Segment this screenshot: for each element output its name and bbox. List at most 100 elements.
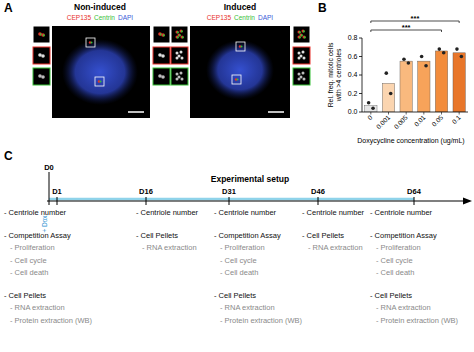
inset (293, 68, 310, 85)
inset (293, 26, 310, 43)
centriole-signal (302, 72, 305, 75)
measurement: - Centriole number (136, 208, 199, 217)
treatment-bar (49, 198, 414, 201)
day-tick (414, 197, 415, 205)
bar (418, 61, 430, 112)
sub-measurement: - Cell death (376, 268, 414, 277)
bar (382, 83, 394, 112)
centriole-signal (176, 52, 179, 55)
day-label: D16 (139, 187, 153, 196)
centrosome (91, 42, 93, 44)
sub-measurement: - RNA extraction (142, 243, 197, 252)
replicate-point (424, 64, 428, 68)
sub-measurement: - Cell cycle (376, 256, 413, 265)
replicate-point (442, 51, 446, 55)
channel-name: CEP135 (67, 14, 92, 21)
x-tick (406, 112, 407, 115)
x-tick-label: 0.1 (451, 113, 463, 125)
centriole-signal (41, 75, 45, 79)
timeline (47, 200, 466, 201)
centriole-signal (182, 36, 184, 38)
nucleus-stain (62, 39, 138, 105)
inset (171, 68, 188, 85)
day-label: D64 (407, 187, 422, 196)
sub-measurement: - RNA extraction (10, 303, 65, 312)
x-tick (423, 112, 424, 115)
centriole-signal (176, 57, 179, 60)
channel-legend: CEP135CentrinDAPI (67, 14, 134, 21)
sub-measurement: - Protein extraction (WB) (10, 316, 93, 325)
centriole-signal (41, 33, 45, 37)
inset (171, 47, 188, 64)
channel-name: Centrin (234, 14, 255, 21)
sub-measurement: - Proliferation (376, 243, 421, 252)
measurement: - Cell Pellets (370, 291, 412, 300)
replicate-point (460, 55, 464, 59)
centriole-signal (298, 78, 301, 81)
centriole-signal (179, 34, 181, 36)
figure: ANon-inducedCEP135CentrinDAPIInducedCEP1… (0, 0, 474, 352)
measurement: - Competition Assay (214, 231, 281, 240)
x-tick (459, 112, 460, 115)
replicate-point (438, 47, 442, 51)
inset (33, 68, 50, 85)
centriole-signal (303, 78, 306, 81)
centrosome (237, 79, 239, 81)
centriole-signal (298, 73, 301, 76)
image-title: Induced (224, 2, 257, 12)
bar (453, 53, 465, 112)
measurement: - Centriole number (302, 208, 365, 217)
x-axis (362, 112, 468, 113)
measurement: - Centriole number (214, 208, 277, 217)
replicate-point (385, 71, 389, 75)
day-tick (57, 197, 58, 205)
replicate-point (407, 61, 411, 65)
sub-measurement: - Protein extraction (WB) (376, 316, 459, 325)
panel-label: B (318, 1, 327, 15)
replicate-point (420, 55, 424, 59)
timeline-arrowhead (463, 198, 472, 205)
channel-name: DAPI (118, 14, 133, 21)
x-tick-label: 0.01 (413, 113, 427, 127)
micrograph (190, 26, 290, 118)
centriole-signal (303, 36, 306, 39)
centriole-signal (176, 78, 179, 81)
page: {"panel_a": {"label": "A", "images": [ {… (0, 0, 474, 352)
centrosome (100, 81, 102, 83)
roi-box (86, 38, 95, 47)
day-tick (146, 197, 147, 205)
image-title: Non-induced (74, 2, 126, 12)
x-tick (370, 112, 371, 115)
y-tick-label: 0.8 (348, 34, 358, 41)
centriole-signal (177, 31, 179, 33)
panel-label: C (4, 149, 13, 163)
measurement: - Centriole number (370, 208, 433, 217)
measurement: - Cell Pellets (136, 231, 178, 240)
panel-label: A (4, 1, 13, 15)
significance-label: *** (411, 14, 420, 23)
centriole-signal (299, 31, 301, 33)
scale-bar (128, 111, 144, 113)
centriole-signal (161, 33, 165, 37)
inset (153, 68, 170, 85)
centriole-signal (176, 36, 179, 39)
day-label: D0 (44, 163, 54, 172)
centriole-signal (299, 36, 301, 38)
inset (171, 26, 188, 43)
micrograph (52, 26, 150, 118)
inset (33, 47, 50, 64)
y-tick (359, 56, 362, 57)
centriole-signal (180, 72, 183, 75)
sub-measurement: - Cell cycle (220, 256, 257, 265)
y-tick (359, 75, 362, 76)
x-axis-label: Doxycycline concentration (ug/mL) (357, 137, 464, 145)
centriole-signal (298, 57, 301, 60)
day-label: D46 (311, 187, 325, 196)
sub-measurement: - Protein extraction (WB) (220, 316, 303, 325)
centriole-signal (161, 54, 165, 58)
inset (33, 26, 50, 43)
centriole-signal (181, 57, 184, 60)
centriole-signal (181, 30, 183, 32)
day-tick (229, 197, 230, 205)
measurement: - Cell Pellets (4, 291, 46, 300)
